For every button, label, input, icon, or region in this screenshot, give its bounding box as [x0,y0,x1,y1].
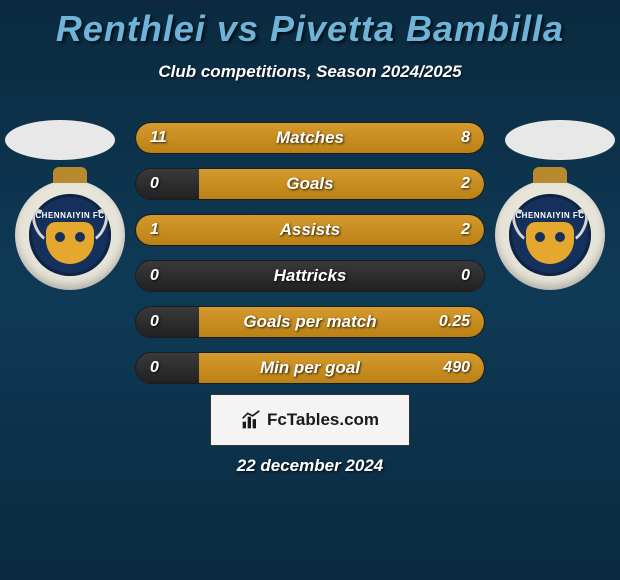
stat-label: Goals per match [136,307,484,337]
brand-logo-icon [241,410,261,430]
stats-container: 118Matches 02Goals 12Assists 00Hattricks 00.… [135,122,485,398]
page-title: Renthlei vs Pivetta Bambilla [0,0,620,50]
page-subtitle: Club competitions, Season 2024/2025 [0,62,620,82]
stat-row: 00Hattricks [135,260,485,292]
stat-label: Assists [136,215,484,245]
club-name-right: CHENNAIYIN FC [515,211,584,220]
stat-row: 118Matches [135,122,485,154]
stat-label: Matches [136,123,484,153]
brand-text: FcTables.com [267,410,379,430]
stat-row: 12Assists [135,214,485,246]
brand-badge: FcTables.com [210,394,410,446]
stat-row: 00.25Goals per match [135,306,485,338]
stat-row: 02Goals [135,168,485,200]
date-text: 22 december 2024 [0,456,620,476]
club-badge-left: CHENNAIYIN FC [15,180,125,290]
club-badge-right: CHENNAIYIN FC [495,180,605,290]
stat-label: Goals [136,169,484,199]
stat-label: Hattricks [136,261,484,291]
stat-row: 0490Min per goal [135,352,485,384]
club-name-left: CHENNAIYIN FC [35,211,104,220]
decorative-ellipse-right [505,120,615,160]
stat-label: Min per goal [136,353,484,383]
decorative-ellipse-left [5,120,115,160]
